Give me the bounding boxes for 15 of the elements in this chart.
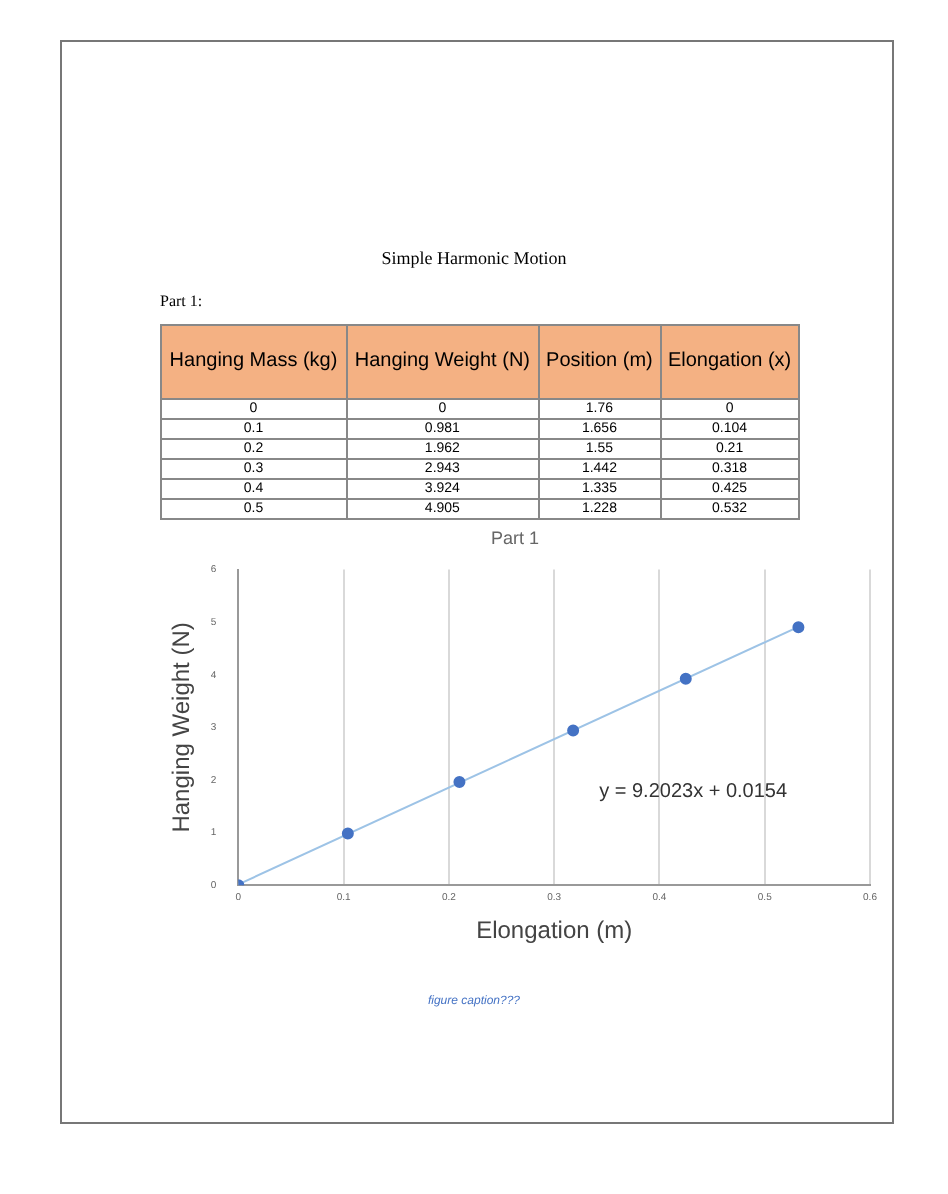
point (567, 724, 580, 737)
text: Part 1: (160, 292, 203, 310)
point (679, 672, 692, 685)
point (341, 827, 354, 840)
text: Hanging Weight (N) (346, 325, 539, 399)
text: Position (m) (538, 325, 661, 399)
point (792, 621, 805, 634)
chart-title: Part 1 (490, 527, 540, 548)
text: Simple Harmonic Motion (379, 248, 569, 268)
text: Elongation (x) (660, 325, 799, 399)
x-axis-title: Elongation (m) (476, 916, 633, 945)
point (453, 776, 466, 788)
y-axis-title: Hanging Weight (N) (167, 622, 196, 833)
text: Hanging Mass (kg) (161, 325, 346, 399)
annotation: y = 9.2023x + 0.0154 (599, 780, 788, 803)
